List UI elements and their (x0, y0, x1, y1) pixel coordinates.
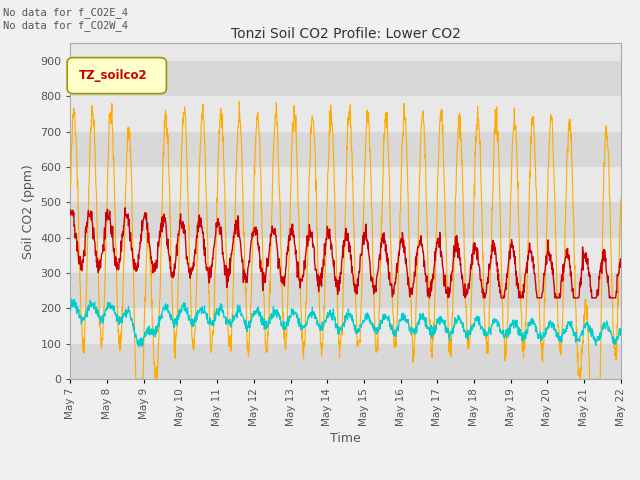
Bar (70, 238, 621, 273)
Bar (70, 61, 621, 96)
Bar (70, 96, 621, 132)
Text: TZ_soilco2: TZ_soilco2 (79, 69, 147, 82)
X-axis label: Time: Time (330, 432, 361, 444)
Bar (70, 25, 621, 61)
Bar (70, 344, 621, 379)
Text: No data for f_CO2E_4
No data for f_CO2W_4: No data for f_CO2E_4 No data for f_CO2W_… (3, 7, 128, 31)
Y-axis label: Soil CO2 (ppm): Soil CO2 (ppm) (22, 164, 35, 259)
Title: Tonzi Soil CO2 Profile: Lower CO2: Tonzi Soil CO2 Profile: Lower CO2 (230, 27, 461, 41)
Bar (70, 203, 621, 238)
Bar (70, 132, 621, 167)
Bar (70, 273, 621, 309)
Bar (70, 167, 621, 203)
Bar (70, 309, 621, 344)
